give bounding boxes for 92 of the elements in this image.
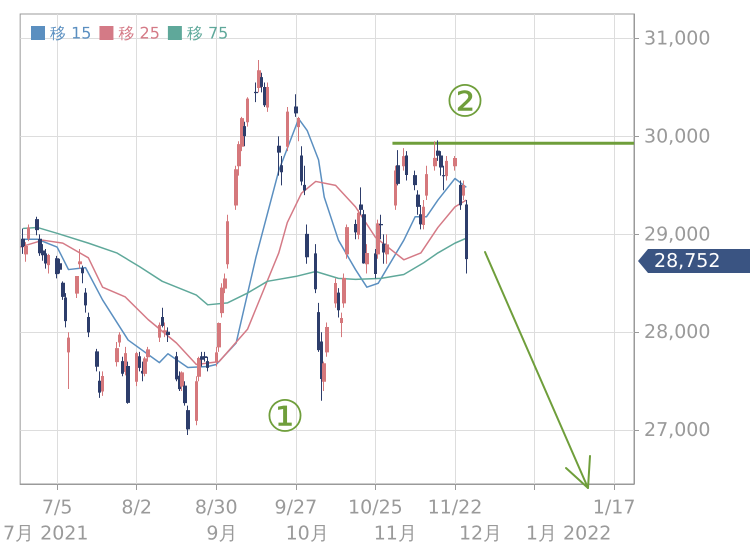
candlestick	[365, 244, 369, 274]
candlestick	[158, 322, 161, 343]
candlestick	[67, 332, 70, 390]
candlestick	[161, 307, 164, 328]
candlestick	[226, 214, 229, 270]
annotation: ②	[445, 76, 485, 128]
candlestick	[266, 82, 269, 112]
x2-tick-label: 10月	[286, 522, 329, 544]
candlestick	[402, 148, 406, 172]
candlestick	[376, 219, 380, 260]
candlestick	[379, 214, 383, 240]
candlestick	[405, 150, 408, 181]
candlestick	[87, 312, 90, 338]
candlestick	[354, 219, 357, 240]
candlestick	[342, 272, 346, 308]
candlestick	[340, 312, 343, 338]
candlestick	[186, 405, 190, 436]
candlestick	[101, 370, 104, 396]
candlestick	[81, 265, 84, 284]
candlestick	[180, 370, 184, 392]
candlestick	[465, 200, 468, 274]
candlestick	[337, 288, 340, 318]
legend-label: 移 15	[50, 24, 92, 42]
candlestick	[75, 276, 79, 298]
line-series	[22, 118, 468, 368]
x2-tick-label: 1月 2022	[526, 522, 612, 544]
candlestick	[453, 155, 457, 172]
candlestick	[334, 278, 337, 308]
candlestick	[254, 82, 258, 103]
legend-label: 移 25	[118, 24, 160, 42]
candlestick	[322, 361, 326, 392]
text: 28,752	[654, 250, 720, 272]
legend-label: 移 75	[186, 24, 228, 42]
x2-tick-label: 12月	[458, 522, 502, 544]
candlestick	[297, 116, 300, 142]
candlestick	[425, 165, 428, 201]
candlestick	[445, 155, 448, 181]
candlestick	[183, 380, 187, 406]
candlestick	[98, 370, 101, 398]
candlestick	[47, 253, 50, 274]
candlestick	[55, 255, 59, 279]
candlestick	[385, 234, 389, 264]
candlestick	[121, 356, 124, 377]
candlestick	[413, 170, 417, 191]
candlestick	[357, 209, 360, 240]
candlestick	[305, 224, 309, 264]
x2-tick-label: 11月	[374, 522, 417, 544]
x2-tick-label: 9月	[206, 522, 238, 544]
candlestick	[78, 248, 82, 270]
candlestick	[286, 106, 289, 152]
candlestick	[84, 288, 87, 314]
candlestick	[374, 248, 377, 279]
candlestick	[382, 234, 386, 264]
candlestick	[27, 224, 30, 242]
annotation: ①	[265, 392, 305, 442]
x-tick-label: 8/2	[121, 496, 152, 518]
y-tick-label: 30,000	[644, 125, 710, 148]
candlestick	[345, 224, 349, 260]
candlestick	[257, 60, 261, 93]
y-tick-label: 27,000	[644, 419, 710, 442]
y-tick-label: 29,000	[644, 223, 710, 246]
candlestick	[394, 165, 397, 210]
candlestick	[35, 216, 39, 236]
x-tick-label: 1/17	[592, 496, 636, 518]
candlestick	[166, 326, 170, 343]
y-tick-label: 31,000	[644, 27, 710, 50]
candlestick	[314, 244, 317, 294]
candlestick	[21, 228, 25, 254]
x-tick-label: 11/22	[428, 496, 482, 518]
candlestick	[459, 180, 462, 210]
candlestick	[422, 200, 425, 230]
y-tick-label: 28,000	[644, 321, 710, 344]
candlestick	[294, 94, 298, 118]
candlestick	[124, 346, 127, 376]
candlestick	[200, 351, 204, 367]
candlestick	[95, 348, 99, 372]
candlestick	[135, 351, 138, 387]
candlestick	[126, 361, 130, 404]
candlestick	[396, 150, 400, 186]
x-tick-label: 8/30	[194, 496, 238, 518]
x-tick-label: 9/27	[274, 496, 318, 518]
candlestick	[24, 242, 28, 262]
candlestick	[163, 322, 167, 338]
candlestick	[246, 96, 249, 128]
candlestick	[206, 356, 209, 372]
candlestick	[325, 322, 329, 358]
x-tick-label: 10/25	[348, 496, 403, 518]
candlestick	[243, 121, 246, 147]
x-tick-label: 7/5	[42, 496, 72, 518]
candlestick	[433, 140, 437, 172]
x2-tick-label: 7月 2021	[3, 522, 88, 544]
line-series	[22, 226, 468, 306]
